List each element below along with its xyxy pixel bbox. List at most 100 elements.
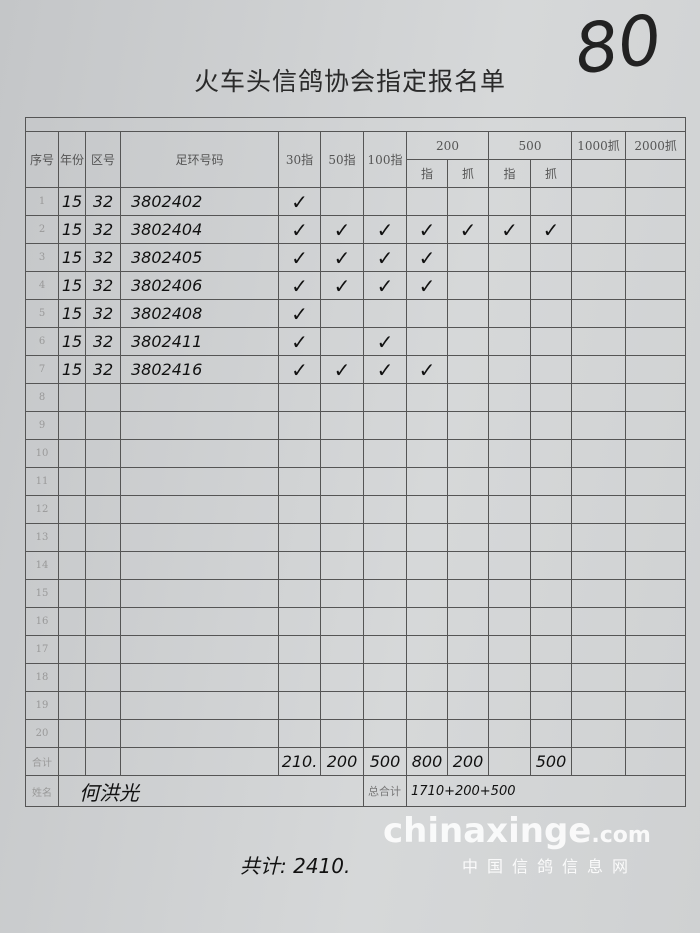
table-cell — [447, 607, 489, 636]
row-ring — [120, 635, 279, 664]
table-cell — [530, 579, 572, 608]
row-seq: 18 — [25, 663, 59, 692]
table-cell — [571, 299, 626, 328]
table-cell — [447, 383, 489, 412]
table-cell — [624, 383, 687, 412]
table-row: 10 — [25, 439, 687, 468]
table-cell — [320, 439, 364, 468]
check-mark-icon: ✓ — [320, 271, 364, 300]
row-ring — [120, 719, 279, 748]
table-cell — [406, 439, 448, 468]
table-cell — [624, 663, 687, 692]
row-year — [58, 719, 86, 748]
table-cell — [85, 747, 121, 776]
row-ring — [120, 691, 279, 720]
row-area — [85, 523, 121, 552]
table-cell — [363, 607, 407, 636]
table-cell — [278, 523, 321, 552]
table-cell — [447, 523, 489, 552]
table-cell — [278, 691, 321, 720]
row-area — [85, 411, 121, 440]
table-cell — [363, 467, 407, 496]
table-cell — [447, 187, 489, 216]
check-mark-icon: ✓ — [488, 215, 531, 244]
total-value: 500 — [363, 747, 407, 776]
table-cell — [571, 187, 626, 216]
row-seq: 19 — [25, 691, 59, 720]
table-cell — [447, 551, 489, 580]
row-area: 32 — [85, 327, 121, 356]
table-cell — [406, 495, 448, 524]
row-ring — [120, 495, 279, 524]
table-cell — [624, 215, 687, 244]
row-seq: 12 — [25, 495, 59, 524]
header-500-zhua: 抓 — [530, 159, 572, 188]
table-cell — [571, 327, 626, 356]
table-cell — [624, 243, 687, 272]
row-seq: 15 — [25, 579, 59, 608]
table-cell — [58, 747, 86, 776]
row-seq: 8 — [25, 383, 59, 412]
row-seq: 7 — [25, 355, 59, 384]
table-cell — [320, 523, 364, 552]
row-ring — [120, 523, 279, 552]
row-seq: 4 — [25, 271, 59, 300]
check-mark-icon: ✓ — [363, 271, 407, 300]
table-cell — [320, 607, 364, 636]
table-cell — [530, 383, 572, 412]
table-cell — [488, 327, 531, 356]
row-ring — [120, 663, 279, 692]
check-mark-icon: ✓ — [320, 215, 364, 244]
table-row: 11 — [25, 467, 687, 496]
table-top-strip — [24, 117, 687, 132]
row-year — [58, 635, 86, 664]
row-seq: 6 — [25, 327, 59, 356]
row-year: 15 — [58, 355, 86, 384]
row-ring: 3802404 — [120, 215, 279, 244]
header-100: 100指 — [363, 131, 407, 188]
totals-label: 合计 — [25, 747, 59, 776]
header-seq: 序号 — [25, 131, 59, 188]
table-row: 4 15 32 3802406 ✓ ✓ ✓ ✓ — [25, 271, 687, 300]
name-label: 姓名 — [25, 775, 59, 807]
table-cell — [571, 635, 626, 664]
row-year — [58, 495, 86, 524]
header-200-zhi: 指 — [406, 159, 448, 188]
row-seq: 11 — [25, 467, 59, 496]
table-cell — [488, 299, 531, 328]
check-mark-icon: ✓ — [278, 355, 321, 384]
table-cell — [530, 439, 572, 468]
row-year — [58, 691, 86, 720]
row-area — [85, 467, 121, 496]
table-row: 17 — [25, 635, 687, 664]
table-cell — [530, 243, 572, 272]
row-year — [58, 523, 86, 552]
table-cell — [447, 439, 489, 468]
table-cell — [571, 691, 626, 720]
table-cell — [624, 439, 687, 468]
row-ring: 3802408 — [120, 299, 279, 328]
table-cell — [530, 355, 572, 384]
table-cell — [278, 495, 321, 524]
table-cell — [320, 187, 364, 216]
table-cell — [488, 271, 531, 300]
table-cell — [406, 523, 448, 552]
check-mark-icon: ✓ — [447, 215, 489, 244]
table-cell — [363, 635, 407, 664]
table-cell — [447, 691, 489, 720]
header-year: 年份 — [58, 131, 86, 188]
header-ring: 足环号码 — [120, 131, 279, 188]
total-value: 500 — [530, 747, 572, 776]
table-cell — [571, 383, 626, 412]
table-cell — [530, 635, 572, 664]
total-value — [571, 747, 626, 776]
grand-total-value: 1710+200+500 — [405, 775, 687, 807]
table-cell — [624, 551, 687, 580]
check-mark-icon: ✓ — [363, 355, 407, 384]
row-ring: 3802416 — [120, 355, 279, 384]
table-row: 7 15 32 3802416 ✓ ✓ ✓ ✓ — [25, 355, 687, 384]
header-2000: 2000抓 — [624, 131, 687, 160]
table-cell — [278, 439, 321, 468]
table-cell — [488, 579, 531, 608]
check-mark-icon: ✓ — [278, 243, 321, 272]
